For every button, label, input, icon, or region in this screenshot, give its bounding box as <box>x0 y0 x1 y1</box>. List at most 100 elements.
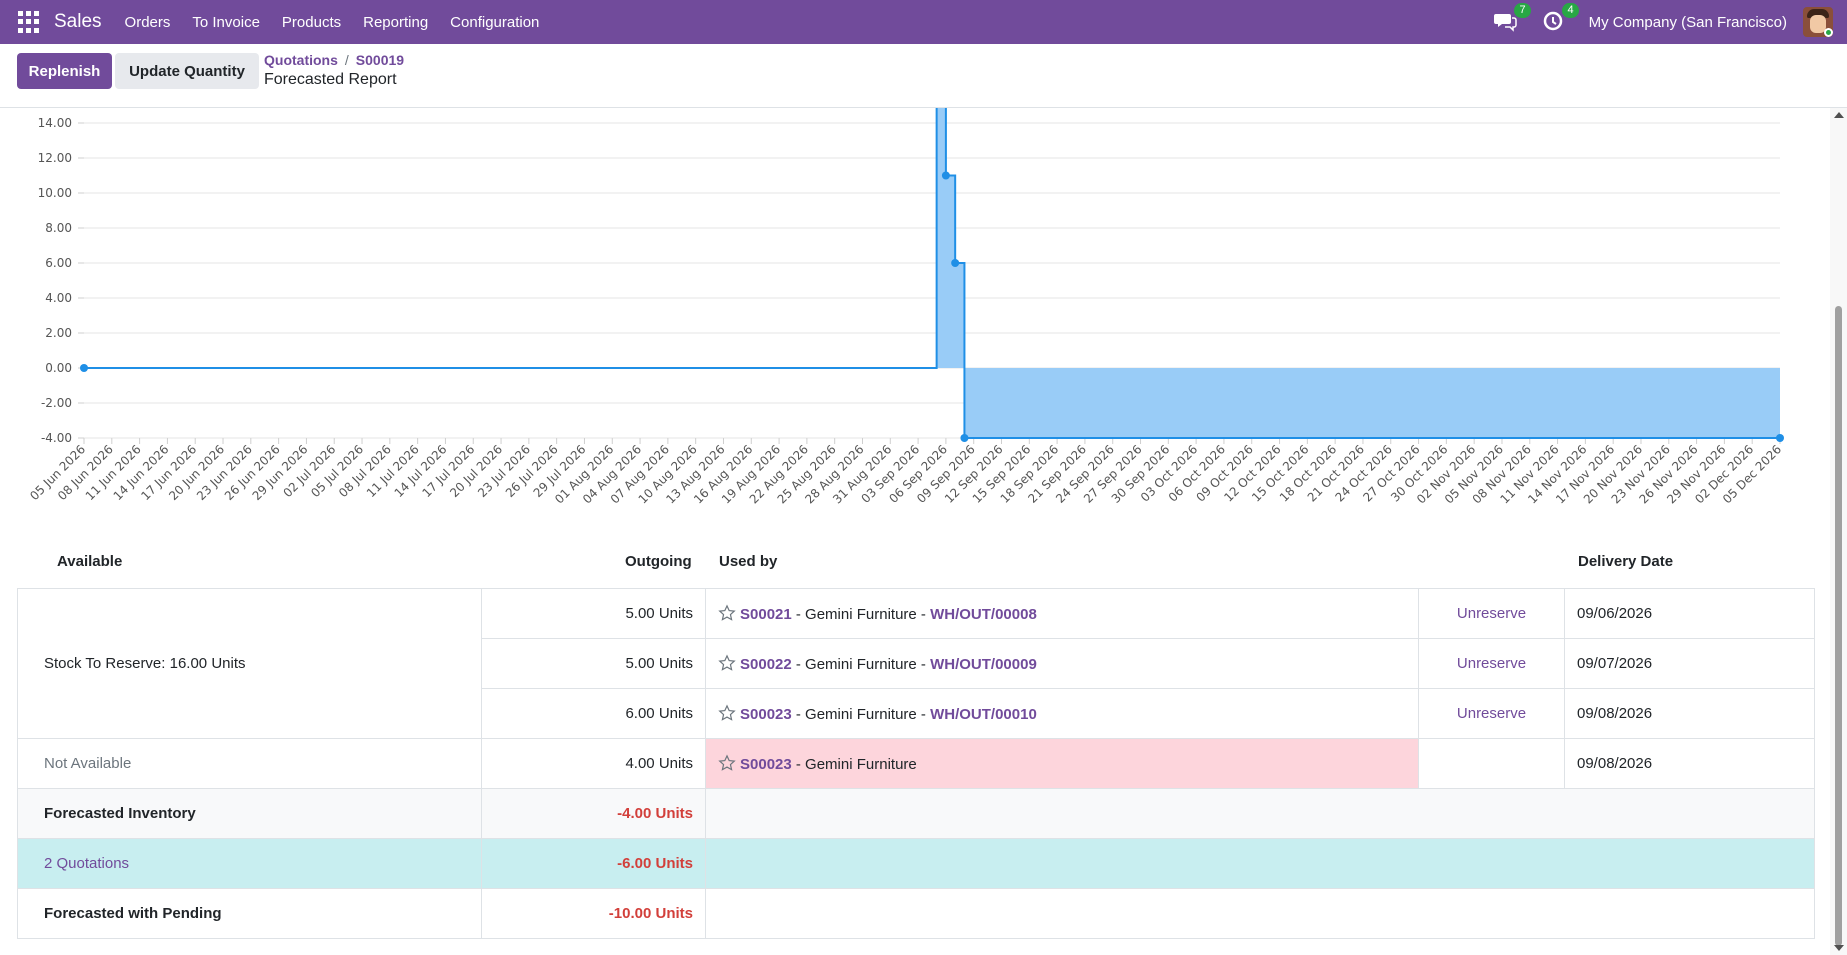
unreserve-button[interactable]: Unreserve <box>1456 705 1527 722</box>
star-icon[interactable] <box>718 754 736 772</box>
top-navbar: Sales Orders To Invoice Products Reporti… <box>0 0 1847 44</box>
outgoing-qty: 5.00 Units <box>481 638 706 689</box>
series-point <box>1776 434 1784 442</box>
series-point <box>960 434 969 442</box>
update-quantity-button[interactable]: Update Quantity <box>115 53 259 89</box>
messages-badge: 7 <box>1514 3 1531 18</box>
stock-to-reserve: Stock To Reserve: 16.00 Units <box>17 588 482 739</box>
company-switcher[interactable]: My Company (San Francisco) <box>1588 13 1787 31</box>
empty-cell <box>705 838 1815 889</box>
menu-products[interactable]: Products <box>281 13 342 31</box>
control-panel: Replenish Update Quantity Quotations / S00… <box>0 44 1847 108</box>
y-tick-label: 14.00 <box>38 116 72 130</box>
scroll-down-icon[interactable] <box>1834 945 1844 951</box>
used-by-cell: S00021 - Gemini Furniture - WH/OUT/00008 <box>705 588 1419 639</box>
y-tick-label: 8.00 <box>45 221 72 235</box>
menu-orders[interactable]: Orders <box>124 13 171 31</box>
table-row: Stock To Reserve: 16.00 Units 5.00 Units… <box>17 588 1815 739</box>
star-icon[interactable] <box>718 704 736 722</box>
header-used-by: Used by <box>719 553 778 570</box>
unreserve-button[interactable]: Unreserve <box>1456 655 1527 672</box>
menu-configuration[interactable]: Configuration <box>450 13 540 31</box>
forecasted-pending-label: Forecasted with Pending <box>17 888 482 939</box>
chat-icon <box>1493 14 1517 32</box>
used-by-cell: S00023 - Gemini Furniture - WH/OUT/00010 <box>705 688 1419 739</box>
delivery-date: 09/07/2026 <box>1564 638 1815 689</box>
used-by-cell: S00023 - Gemini Furniture <box>705 738 1419 789</box>
breadcrumb-s00019[interactable]: S00019 <box>355 52 405 68</box>
y-tick-label: -4.00 <box>41 431 72 445</box>
series-point <box>80 364 88 372</box>
table-row-quotations: 2 Quotations -6.00 Units <box>17 838 1815 889</box>
y-tick-label: 0.00 <box>45 361 72 375</box>
replenish-button[interactable]: Replenish <box>17 53 112 89</box>
delivery-date: 09/06/2026 <box>1564 588 1815 639</box>
not-available-label: Not Available <box>17 738 482 789</box>
order-link[interactable]: S00022 <box>740 656 792 673</box>
breadcrumb-quotations[interactable]: Quotations <box>264 52 338 68</box>
header-delivery-date: Delivery Date <box>1578 553 1674 570</box>
used-by-cell: S00022 - Gemini Furniture - WH/OUT/00009 <box>705 638 1419 689</box>
apps-menu-icon[interactable] <box>18 11 40 33</box>
order-link[interactable]: S00021 <box>740 606 792 623</box>
navbar-systray: 7 4 My Company (San Francisco) <box>1493 0 1847 44</box>
series-line <box>84 88 1780 439</box>
table-row-forecasted-pending: Forecasted with Pending -10.00 Units <box>17 888 1815 939</box>
picking-link[interactable]: WH/OUT/00009 <box>930 656 1037 673</box>
forecast-chart-svg: 14.00 12.00 10.00 8.00 6.00 4.00 2.00 0.00 -2.00… <box>27 88 1784 506</box>
unreserve-cell: Unreserve <box>1418 638 1565 689</box>
empty-cell <box>705 888 1815 939</box>
unreserve-cell: Unreserve <box>1418 688 1565 739</box>
forecasted-inventory-value: -4.00 Units <box>481 788 706 839</box>
picking-link[interactable]: WH/OUT/00010 <box>930 706 1037 723</box>
menu-reporting[interactable]: Reporting <box>363 13 429 31</box>
forecasted-inventory-label: Forecasted Inventory <box>17 788 482 839</box>
user-avatar[interactable] <box>1803 7 1833 37</box>
scroll-thumb[interactable] <box>1835 306 1842 946</box>
order-link[interactable]: S00023 <box>740 756 792 773</box>
clock-icon <box>1543 11 1562 31</box>
unreserve-cell: Unreserve <box>1418 588 1565 639</box>
breadcrumb: Quotations / S00019 <box>264 52 405 68</box>
header-available: Available <box>57 553 123 570</box>
table-row-forecasted-inventory: Forecasted Inventory -4.00 Units <box>17 788 1815 839</box>
partner-name: - Gemini Furniture <box>791 756 917 773</box>
star-icon[interactable] <box>718 654 736 672</box>
activities-button[interactable]: 4 <box>1541 3 1579 35</box>
delivery-date: 09/08/2026 <box>1564 738 1815 789</box>
y-tick-label: 4.00 <box>45 291 72 305</box>
forecast-report: Available Outgoing Used by Delivery Date… <box>17 538 1815 939</box>
order-link[interactable]: S00023 <box>740 706 792 723</box>
quotations-cell: 2 Quotations <box>17 838 482 889</box>
header-outgoing: Outgoing <box>625 553 692 570</box>
star-icon[interactable] <box>718 604 736 622</box>
scroll-up-icon[interactable] <box>1834 112 1844 118</box>
quotations-value: -6.00 Units <box>481 838 706 889</box>
menu-to-invoice[interactable]: To Invoice <box>192 13 260 31</box>
empty-cell <box>705 788 1815 839</box>
messages-button[interactable]: 7 <box>1493 3 1531 35</box>
picking-link[interactable]: WH/OUT/00008 <box>930 606 1037 623</box>
y-tick-label: 12.00 <box>38 151 72 165</box>
page-title: Forecasted Report <box>264 71 397 88</box>
y-tick-label: 10.00 <box>38 186 72 200</box>
app-name[interactable]: Sales <box>54 11 102 32</box>
delivery-date: 09/08/2026 <box>1564 688 1815 739</box>
page-scrollbar[interactable] <box>1830 108 1847 955</box>
y-tick-label: 2.00 <box>45 326 72 340</box>
y-tick-label: -2.00 <box>41 396 72 410</box>
table-row-not-available: Not Available 4.00 Units S00023 - Gemini… <box>17 738 1815 789</box>
outgoing-qty: 5.00 Units <box>481 588 706 639</box>
forecast-chart: 14.00 12.00 10.00 8.00 6.00 4.00 2.00 0.00 -2.00… <box>0 88 1830 538</box>
quotations-link[interactable]: 2 Quotations <box>44 855 130 872</box>
unreserve-button[interactable]: Unreserve <box>1456 605 1527 622</box>
report-header: Available Outgoing Used by Delivery Date <box>17 538 1814 588</box>
forecasted-pending-value: -10.00 Units <box>481 888 706 939</box>
activities-badge: 4 <box>1562 3 1579 18</box>
online-status-icon <box>1824 28 1833 37</box>
partner-name: - Gemini Furniture - <box>791 656 931 673</box>
series-point <box>941 171 950 180</box>
y-tick-label: 6.00 <box>45 256 72 270</box>
table-row: 6.00 Units S00023 - Gemini Furniture - W… <box>18 688 1815 739</box>
series-point <box>951 259 960 267</box>
